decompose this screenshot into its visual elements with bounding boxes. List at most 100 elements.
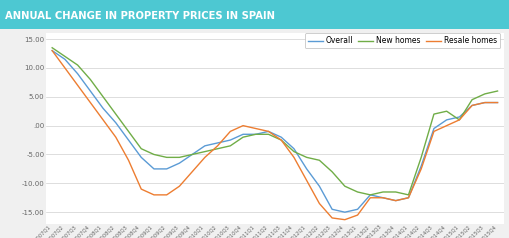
Resale homes — [151, 193, 157, 196]
Overall — [100, 107, 106, 110]
New homes — [392, 191, 399, 193]
Overall — [112, 121, 119, 124]
New homes — [431, 113, 437, 115]
Overall — [316, 185, 323, 188]
Resale homes — [329, 217, 335, 219]
Overall — [380, 196, 386, 199]
Overall — [88, 89, 94, 92]
New homes — [163, 156, 169, 159]
Overall — [265, 130, 271, 133]
Resale homes — [418, 168, 424, 170]
Resale homes — [405, 196, 411, 199]
Overall — [443, 119, 449, 121]
Resale homes — [252, 127, 259, 130]
Overall — [482, 101, 488, 104]
Overall — [240, 133, 246, 136]
Legend: Overall, New homes, Resale homes: Overall, New homes, Resale homes — [305, 33, 500, 49]
Overall — [494, 101, 500, 104]
New homes — [456, 119, 462, 121]
Overall — [74, 72, 80, 75]
Resale homes — [125, 159, 131, 162]
Overall — [227, 139, 233, 141]
Resale homes — [100, 119, 106, 121]
Overall — [469, 104, 475, 107]
New homes — [367, 193, 373, 196]
New homes — [405, 193, 411, 196]
Overall — [189, 153, 195, 156]
Overall — [138, 156, 144, 159]
New homes — [151, 153, 157, 156]
Overall — [62, 58, 68, 61]
Line: New homes: New homes — [52, 48, 497, 195]
Resale homes — [316, 202, 323, 205]
New homes — [88, 78, 94, 81]
Overall — [125, 139, 131, 141]
Resale homes — [456, 119, 462, 121]
New homes — [278, 139, 284, 141]
Overall — [303, 168, 309, 170]
Overall — [431, 127, 437, 130]
New homes — [214, 147, 220, 150]
New homes — [291, 150, 297, 153]
New homes — [354, 191, 360, 193]
Overall — [456, 116, 462, 119]
Overall — [49, 49, 55, 52]
Resale homes — [303, 179, 309, 182]
Overall — [329, 208, 335, 211]
Resale homes — [189, 170, 195, 173]
Overall — [392, 199, 399, 202]
Resale homes — [88, 101, 94, 104]
Resale homes — [443, 124, 449, 127]
Resale homes — [392, 199, 399, 202]
New homes — [482, 93, 488, 95]
Resale homes — [342, 218, 348, 221]
Resale homes — [202, 156, 208, 159]
Line: Resale homes: Resale homes — [52, 51, 497, 220]
Line: Overall: Overall — [52, 51, 497, 212]
Resale homes — [227, 130, 233, 133]
Overall — [214, 142, 220, 144]
Resale homes — [112, 136, 119, 139]
New homes — [227, 144, 233, 147]
Resale homes — [240, 124, 246, 127]
Resale homes — [482, 101, 488, 104]
New homes — [252, 133, 259, 136]
New homes — [202, 150, 208, 153]
New homes — [125, 130, 131, 133]
Resale homes — [176, 185, 182, 188]
New homes — [316, 159, 323, 162]
Resale homes — [214, 144, 220, 147]
Resale homes — [163, 193, 169, 196]
Resale homes — [494, 101, 500, 104]
Overall — [291, 147, 297, 150]
New homes — [418, 156, 424, 159]
Resale homes — [74, 84, 80, 87]
Resale homes — [431, 130, 437, 133]
Overall — [278, 136, 284, 139]
Resale homes — [380, 196, 386, 199]
Overall — [163, 168, 169, 170]
New homes — [189, 153, 195, 156]
New homes — [49, 46, 55, 49]
New homes — [494, 89, 500, 92]
Text: ANNUAL CHANGE IN PROPERTY PRICES IN SPAIN: ANNUAL CHANGE IN PROPERTY PRICES IN SPAI… — [5, 11, 275, 21]
New homes — [303, 156, 309, 159]
New homes — [138, 147, 144, 150]
New homes — [329, 170, 335, 173]
Overall — [176, 162, 182, 164]
New homes — [112, 113, 119, 115]
New homes — [62, 55, 68, 58]
Overall — [418, 165, 424, 168]
New homes — [176, 156, 182, 159]
Resale homes — [354, 214, 360, 217]
Resale homes — [367, 196, 373, 199]
Resale homes — [265, 130, 271, 133]
New homes — [265, 133, 271, 136]
New homes — [240, 136, 246, 139]
New homes — [74, 64, 80, 66]
Overall — [342, 211, 348, 214]
New homes — [100, 95, 106, 98]
Resale homes — [62, 66, 68, 69]
Resale homes — [278, 139, 284, 141]
Overall — [202, 144, 208, 147]
